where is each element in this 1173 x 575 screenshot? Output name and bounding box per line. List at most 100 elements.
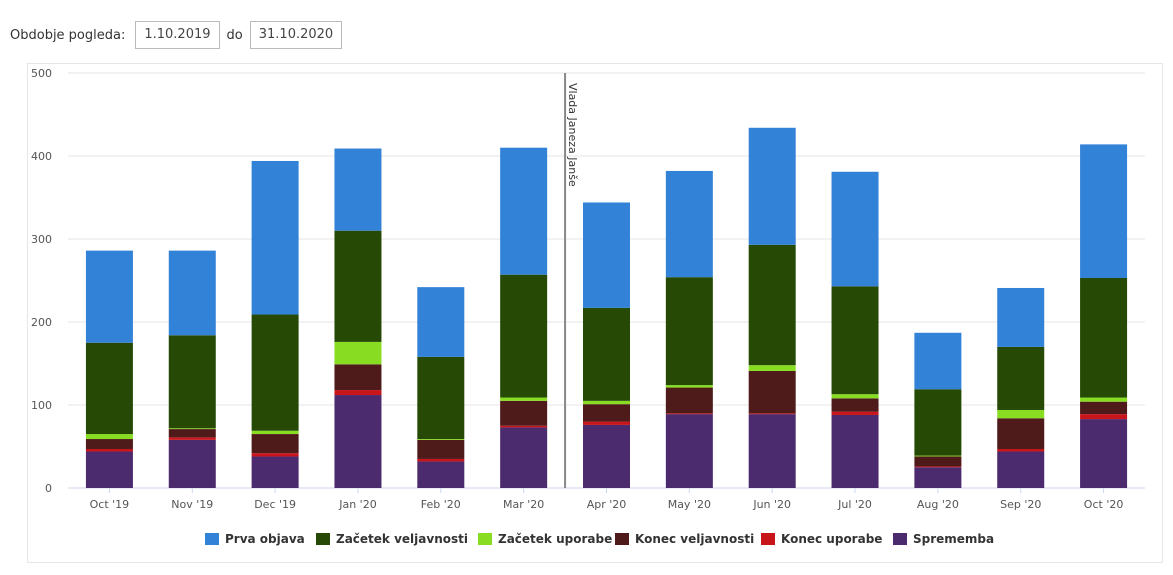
bar-segment[interactable] [583, 404, 630, 422]
bar-segment[interactable] [665, 414, 713, 488]
bar-segment[interactable] [417, 439, 465, 440]
bar-segment[interactable] [831, 171, 879, 287]
legend-swatch [615, 533, 629, 545]
bar-segment[interactable] [85, 451, 133, 488]
bar-segment[interactable] [500, 400, 548, 426]
bar-segment[interactable] [251, 456, 299, 488]
bar-segment[interactable] [914, 455, 962, 457]
bar-segment[interactable] [500, 425, 548, 428]
bar-segment[interactable] [1080, 397, 1128, 402]
bar-segment[interactable] [831, 398, 879, 412]
bar-segment[interactable] [500, 427, 548, 488]
bar-segment[interactable] [251, 314, 299, 431]
bar-segment[interactable] [334, 341, 382, 365]
bar-segment[interactable] [583, 424, 630, 488]
bar-segment[interactable] [500, 397, 548, 401]
bar-segment[interactable] [665, 385, 713, 388]
bar-segment[interactable] [997, 418, 1045, 449]
chart-frame [27, 63, 1163, 563]
bar-segment[interactable] [831, 394, 879, 399]
bar-segment[interactable] [334, 230, 382, 342]
bar-segment[interactable] [748, 127, 796, 245]
bar-segment[interactable] [85, 342, 133, 435]
bar-segment[interactable] [417, 458, 465, 462]
bar-segment[interactable] [500, 274, 548, 398]
bar-segment[interactable] [665, 413, 713, 415]
bar-segment[interactable] [831, 414, 879, 488]
period-from-input[interactable]: 1.10.2019 [135, 21, 220, 49]
bar-segment[interactable] [831, 411, 879, 415]
bar-segment[interactable] [583, 202, 630, 308]
bar-segment[interactable] [665, 387, 713, 414]
bar-segment[interactable] [665, 170, 713, 278]
x-tick-label: May '20 [668, 498, 711, 511]
bar-segment[interactable] [583, 400, 630, 405]
bar-segment[interactable] [914, 466, 962, 468]
bar-segment[interactable] [748, 244, 796, 366]
bar-segment[interactable] [914, 389, 962, 456]
y-tick-label: 400 [31, 150, 52, 163]
legend-label: Prva objava [225, 532, 305, 546]
x-tick-label: Jul '20 [837, 498, 872, 511]
bar-segment[interactable] [914, 456, 962, 467]
bar-segment[interactable] [914, 467, 962, 488]
bar-segment[interactable] [997, 287, 1045, 347]
legend-label: Konec uporabe [781, 532, 882, 546]
bar-segment[interactable] [997, 409, 1045, 419]
bar-segment[interactable] [85, 439, 133, 449]
bar-segment[interactable] [1080, 414, 1128, 420]
bar-segment[interactable] [168, 437, 216, 440]
bar-segment[interactable] [334, 390, 382, 396]
bar-segment[interactable] [417, 287, 465, 357]
legend-item[interactable]: Sprememba [893, 532, 994, 546]
legend-item[interactable]: Konec uporabe [761, 532, 882, 546]
bar-segment[interactable] [251, 430, 299, 435]
bar-segment[interactable] [997, 346, 1045, 410]
bar-segment[interactable] [85, 434, 133, 440]
bar-segment[interactable] [168, 439, 216, 488]
bar-segment[interactable] [251, 453, 299, 457]
bar-segment[interactable] [1080, 278, 1128, 398]
bar-segment[interactable] [334, 364, 382, 391]
bar-segment[interactable] [168, 429, 216, 438]
bar-segment[interactable] [748, 414, 796, 488]
bar-segment[interactable] [1080, 144, 1128, 279]
bar-segment[interactable] [583, 421, 630, 425]
bar-segment[interactable] [168, 250, 216, 336]
bar-segment[interactable] [417, 461, 465, 488]
bar-segment[interactable] [334, 148, 382, 231]
x-tick-label: Oct '20 [1084, 498, 1124, 511]
bar-segment[interactable] [665, 277, 713, 386]
bar-segment[interactable] [1080, 401, 1128, 415]
legend-item[interactable]: Začetek veljavnosti [316, 532, 468, 546]
x-tick-label: Feb '20 [421, 498, 461, 511]
bar-segment[interactable] [831, 286, 879, 395]
bar-segment[interactable] [417, 439, 465, 459]
bar-segment[interactable] [748, 365, 796, 371]
bar-segment[interactable] [251, 160, 299, 315]
legend-swatch [761, 533, 775, 545]
x-tick-label: Aug '20 [917, 498, 959, 511]
legend-item[interactable]: Prva objava [205, 532, 305, 546]
bar-segment[interactable] [997, 448, 1045, 452]
legend-item[interactable]: Konec veljavnosti [615, 532, 754, 546]
bar-segment[interactable] [748, 413, 796, 415]
bar-segment[interactable] [997, 451, 1045, 488]
legend-label: Konec veljavnosti [635, 532, 754, 546]
bar-segment[interactable] [914, 332, 962, 390]
bar-segment[interactable] [85, 448, 133, 452]
bar-segment[interactable] [583, 307, 630, 401]
bar-segment[interactable] [748, 370, 796, 414]
bar-segment[interactable] [500, 147, 548, 275]
view-period: Obdobje pogleda: 1.10.2019 do 31.10.2020 [10, 20, 343, 50]
bar-segment[interactable] [168, 335, 216, 429]
bar-segment[interactable] [85, 250, 133, 343]
bar-segment[interactable] [334, 395, 382, 488]
bar-segment[interactable] [1080, 419, 1128, 488]
period-to-input[interactable]: 31.10.2020 [249, 21, 343, 49]
bar-segment[interactable] [251, 434, 299, 454]
bar-segment[interactable] [168, 428, 216, 430]
bar-segment[interactable] [417, 356, 465, 440]
legend-item[interactable]: Začetek uporabe [478, 532, 612, 546]
